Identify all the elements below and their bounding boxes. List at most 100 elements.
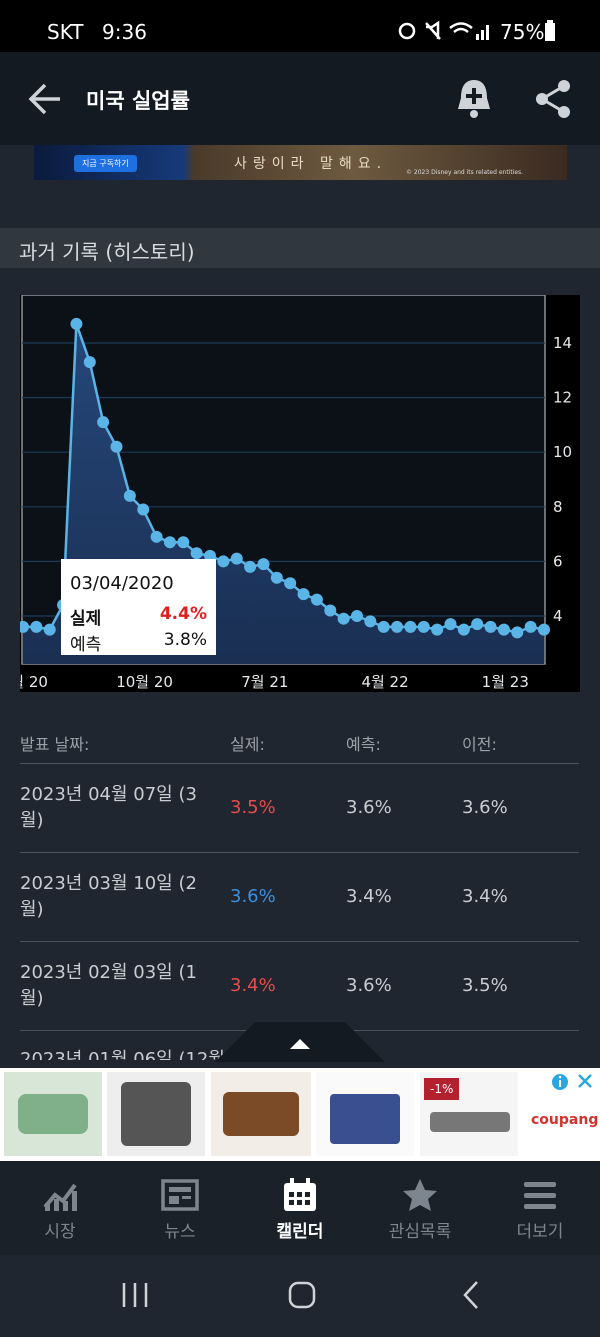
data-point[interactable] xyxy=(150,530,163,543)
nav-item[interactable]: 캘린더 xyxy=(245,1161,355,1255)
battery-icon xyxy=(545,20,555,41)
data-point[interactable] xyxy=(364,615,377,628)
section-header: 과거 기록 (히스토리) xyxy=(0,228,600,268)
data-point[interactable] xyxy=(471,618,484,631)
data-point[interactable] xyxy=(391,620,404,633)
nav-item[interactable]: 관심목록 xyxy=(365,1161,475,1255)
data-point[interactable] xyxy=(123,489,136,502)
ad-button[interactable]: 지금 구독하기 xyxy=(74,155,137,172)
data-point[interactable] xyxy=(484,620,497,633)
data-point[interactable] xyxy=(270,571,283,584)
x-tick-label: 10월 20 xyxy=(116,673,173,691)
back-button[interactable] xyxy=(28,82,64,116)
data-point[interactable] xyxy=(257,558,270,571)
data-point[interactable] xyxy=(97,416,110,429)
release-date: 2023년 03월 10일 (2월) xyxy=(20,873,197,920)
nav-item[interactable]: 뉴스 xyxy=(125,1161,235,1255)
data-point[interactable] xyxy=(350,609,363,622)
data-point[interactable] xyxy=(163,536,176,549)
data-point[interactable] xyxy=(297,588,310,601)
nav-item[interactable]: 더보기 xyxy=(485,1161,595,1255)
release-date: 2023년 04월 07일 (3월) xyxy=(20,784,197,831)
system-nav xyxy=(0,1255,600,1333)
x-tick-label: 7월 21 xyxy=(241,673,288,691)
product-image[interactable] xyxy=(316,1072,414,1156)
share-button[interactable] xyxy=(534,79,574,119)
data-point[interactable] xyxy=(190,547,203,560)
table-row[interactable]: 2023년 04월 07일 (3월) 3.5% 3.6% 3.6% xyxy=(20,763,579,853)
back-nav[interactable] xyxy=(463,1281,478,1309)
history-table: 발표 날짜: 실제: 예측: 이전: 2023년 04월 07일 (3월) 3.5% 3.6… xyxy=(0,730,600,1060)
release-date: 2023년 01월 06일 (12월) xyxy=(20,1049,232,1060)
expand-handle[interactable] xyxy=(215,1022,385,1062)
y-tick-label: 12 xyxy=(553,389,572,407)
actual-value: 3.6% xyxy=(230,886,276,907)
data-point[interactable] xyxy=(17,620,29,633)
data-point[interactable] xyxy=(538,623,550,636)
data-point[interactable] xyxy=(404,620,417,633)
y-tick-label: 4 xyxy=(553,607,563,625)
data-point[interactable] xyxy=(137,503,150,516)
data-point[interactable] xyxy=(417,620,430,633)
actual-value: 3.5% xyxy=(230,797,276,818)
shopping-ad[interactable]: -1% coupang xyxy=(0,1068,600,1161)
status-icons xyxy=(398,20,489,40)
data-point[interactable] xyxy=(431,623,444,636)
data-point[interactable] xyxy=(244,560,257,573)
data-point[interactable] xyxy=(511,626,524,639)
nav-label: 뉴스 xyxy=(164,1222,196,1242)
data-point[interactable] xyxy=(524,620,537,633)
data-point[interactable] xyxy=(204,549,217,562)
release-date: 2023년 02월 03일 (1월) xyxy=(20,962,197,1009)
table-row[interactable]: 2023년 02월 03일 (1월) 3.4% 3.6% 3.5% xyxy=(20,941,579,1031)
data-point[interactable] xyxy=(324,604,337,617)
tooltip-actual-label: 실제 xyxy=(70,609,102,629)
recent-apps[interactable] xyxy=(122,1283,148,1307)
alert-button[interactable] xyxy=(454,76,494,122)
data-point[interactable] xyxy=(377,620,390,633)
nav-label: 관심목록 xyxy=(388,1222,452,1242)
previous-value: 3.5% xyxy=(462,975,508,996)
product-image[interactable] xyxy=(211,1072,311,1156)
data-point[interactable] xyxy=(444,618,457,631)
nav-label: 캘린더 xyxy=(276,1222,324,1242)
nav-icon xyxy=(524,1182,556,1209)
column-header: 실제: xyxy=(230,735,265,754)
forecast-value: 3.6% xyxy=(346,975,392,996)
tooltip-actual: 4.4% xyxy=(159,604,207,624)
nav-label: 더보기 xyxy=(516,1222,564,1242)
page-title: 미국 실업률 xyxy=(86,89,190,113)
y-tick-label: 6 xyxy=(553,552,563,570)
data-point[interactable] xyxy=(310,593,323,606)
previous-value: 3.4% xyxy=(462,886,508,907)
ad-brand: coupang xyxy=(531,1112,599,1128)
ad-info[interactable] xyxy=(550,1072,596,1092)
nav-label: 시장 xyxy=(44,1222,76,1242)
table-row[interactable]: 2023년 03월 10일 (2월) 3.6% 3.4% 3.4% xyxy=(20,852,579,942)
product-image[interactable]: -1% xyxy=(420,1072,518,1156)
data-point[interactable] xyxy=(284,577,297,590)
column-header: 이전: xyxy=(462,735,497,754)
ad-text: 사랑이라 말해요. xyxy=(234,156,388,172)
data-point[interactable] xyxy=(110,440,123,453)
product-image[interactable] xyxy=(107,1072,205,1156)
nav-item[interactable]: 시장 xyxy=(5,1161,115,1255)
data-point[interactable] xyxy=(497,623,510,636)
data-point[interactable] xyxy=(83,356,96,369)
y-tick-label: 8 xyxy=(553,498,563,516)
nav-icon xyxy=(43,1183,77,1211)
data-point[interactable] xyxy=(70,317,83,330)
data-point[interactable] xyxy=(230,552,243,565)
data-point[interactable] xyxy=(217,555,230,568)
clock: 9:36 xyxy=(102,20,147,44)
home-button[interactable] xyxy=(288,1281,316,1309)
data-point[interactable] xyxy=(457,623,470,636)
product-image[interactable] xyxy=(4,1072,102,1156)
ad-banner[interactable]: 지금 구독하기 사랑이라 말해요. © 2023 Disney and its … xyxy=(34,145,567,180)
data-point[interactable] xyxy=(177,536,190,549)
bottom-nav: 시장 뉴스 캘린더 관심목록 더보기 xyxy=(0,1161,600,1255)
data-point[interactable] xyxy=(337,612,350,625)
data-point[interactable] xyxy=(30,620,43,633)
data-point[interactable] xyxy=(43,623,56,636)
